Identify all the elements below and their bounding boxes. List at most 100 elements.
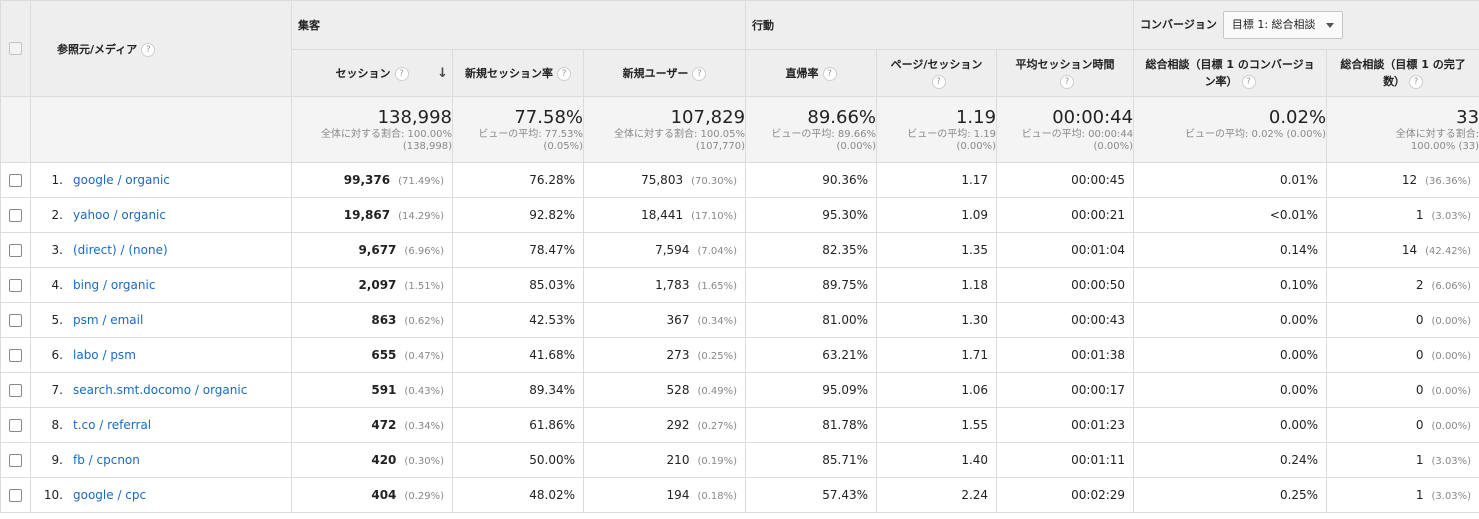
source-medium-link[interactable]: google / cpc <box>73 488 147 502</box>
source-medium-cell: 6. labo / psm <box>30 337 292 373</box>
col-header-conversion-rate[interactable]: 総合相談（目標 1 のコンバージョン率）? <box>1133 49 1328 97</box>
goal-select[interactable]: 目標 1: 総合相談 <box>1222 11 1343 39</box>
completions-cell: 0 (0.00%) <box>1326 407 1479 443</box>
help-icon[interactable]: ? <box>1409 75 1424 89</box>
avg-session-duration-cell: 00:02:29 <box>996 477 1135 513</box>
total-value: 77.58% <box>514 107 583 128</box>
bounce-rate-cell: 82.35% <box>745 232 878 268</box>
help-icon[interactable]: ? <box>1060 75 1075 89</box>
source-medium-link[interactable]: bing / organic <box>73 278 156 292</box>
help-icon[interactable]: ? <box>822 66 837 81</box>
help-icon[interactable]: ? <box>1241 75 1256 89</box>
row-checkbox[interactable] <box>9 209 22 222</box>
total-sub: (0.00%) <box>836 141 877 152</box>
col-header-pages-per-session[interactable]: ページ/セッション? <box>876 49 998 97</box>
bounce-rate-cell: 90.36% <box>745 162 878 198</box>
select-all-checkbox[interactable] <box>9 42 22 56</box>
source-medium-link[interactable]: labo / psm <box>73 348 136 362</box>
sort-desc-icon[interactable]: ↓ <box>437 66 448 81</box>
new-users-value: 273 <box>666 348 690 362</box>
total-value: 0.02% <box>1268 107 1327 128</box>
table-row: 7. search.smt.docomo / organic 591 (0.43%)… <box>0 372 1479 408</box>
col-header-completions[interactable]: 総合相談（目標 1 の完了数）? <box>1326 49 1479 97</box>
source-medium-link[interactable]: google / organic <box>73 173 170 187</box>
completions-cell: 14 (42.42%) <box>1326 232 1479 268</box>
row-checkbox[interactable] <box>9 384 22 397</box>
row-checkbox[interactable] <box>9 279 22 292</box>
source-medium-link[interactable]: search.smt.docomo / organic <box>73 383 248 397</box>
new-session-rate-cell: 92.82% <box>452 197 584 233</box>
table-row: 3. (direct) / (none) 9,677 (6.96%) 78.47% … <box>0 232 1479 268</box>
source-medium-link[interactable]: yahoo / organic <box>73 208 166 222</box>
row-checkbox[interactable] <box>9 174 22 187</box>
col-header-sessions[interactable]: セッション? ↓ <box>291 49 453 97</box>
help-icon[interactable]: ? <box>141 42 156 57</box>
help-icon[interactable]: ? <box>394 66 409 81</box>
totals-blank <box>0 96 31 163</box>
sessions-cell: 9,677 (6.96%) <box>291 232 453 268</box>
source-medium-link[interactable]: psm / email <box>73 313 144 327</box>
total-value: 89.66% <box>807 107 877 128</box>
total-value: 107,829 <box>670 107 746 128</box>
chevron-down-icon <box>1325 22 1334 28</box>
total-sub: (138,998) <box>402 141 452 152</box>
sessions-cell: 655 (0.47%) <box>291 337 453 373</box>
total-sessions: 138,998 全体に対する割合: 100.00% (138,998) <box>291 96 453 163</box>
row-checkbox[interactable] <box>9 454 22 467</box>
new-users-value: 210 <box>666 453 690 467</box>
new-session-rate-cell: 42.53% <box>452 302 584 338</box>
conversion-rate-cell: 0.14% <box>1133 232 1328 268</box>
completions-value: 0 <box>1415 383 1424 397</box>
row-checkbox[interactable] <box>9 314 22 327</box>
total-value: 1.19 <box>955 107 997 128</box>
sessions-cell: 472 (0.34%) <box>291 407 453 443</box>
source-medium-cell: 4. bing / organic <box>30 267 292 303</box>
row-checkbox[interactable] <box>9 489 22 502</box>
completions-cell: 12 (36.36%) <box>1326 162 1479 198</box>
col-header-avg-session-duration[interactable]: 平均セッション時間? <box>996 49 1135 97</box>
pages-per-session-cell: 1.55 <box>876 407 998 443</box>
help-icon[interactable]: ? <box>692 66 707 81</box>
new-users-cell: 367 (0.34%) <box>582 302 747 338</box>
source-medium-link[interactable]: (direct) / (none) <box>73 243 168 257</box>
source-medium-link[interactable]: fb / cpcnon <box>73 453 140 467</box>
dimension-header[interactable]: 参照元/メディア? <box>30 0 292 97</box>
sessions-value: 19,867 <box>343 208 391 222</box>
sessions-percent: (0.29%) <box>404 491 444 502</box>
total-new-users: 107,829 全体に対する割合: 100.05% (107,770) <box>582 96 747 163</box>
pages-per-session-cell: 1.71 <box>876 337 998 373</box>
group-acquisition: 集客 <box>290 0 747 50</box>
new-users-value: 75,803 <box>641 173 684 187</box>
col-header-new-session-rate[interactable]: 新規セッション率? <box>452 49 584 97</box>
new-users-percent: (0.34%) <box>697 316 738 327</box>
new-session-rate-cell: 50.00% <box>452 442 584 478</box>
conversion-rate-cell: 0.00% <box>1133 372 1328 408</box>
col-header-new-users[interactable]: 新規ユーザー? <box>582 49 747 97</box>
new-users-percent: (0.25%) <box>697 351 738 362</box>
col-header-bounce-rate[interactable]: 直帰率? <box>745 49 878 97</box>
completions-cell: 0 (0.00%) <box>1326 302 1479 338</box>
total-value: 00:00:44 <box>1052 107 1134 128</box>
source-medium-cell: 3. (direct) / (none) <box>30 232 292 268</box>
total-avg-session-duration: 00:00:44 ビューの平均: 00:00:44 (0.00%) <box>996 96 1135 163</box>
table-row: 9. fb / cpcnon 420 (0.30%) 50.00% 210 (0.19… <box>0 442 1479 478</box>
row-checkbox[interactable] <box>9 349 22 362</box>
new-users-value: 528 <box>666 383 690 397</box>
help-icon[interactable]: ? <box>931 75 946 89</box>
completions-value: 0 <box>1415 348 1424 362</box>
pages-per-session-cell: 2.24 <box>876 477 998 513</box>
help-icon[interactable]: ? <box>557 66 571 81</box>
source-medium-link[interactable]: t.co / referral <box>73 418 152 432</box>
new-users-value: 367 <box>666 313 690 327</box>
table-body: 138,998 全体に対する割合: 100.00% (138,998) 77.58%… <box>0 96 1479 163</box>
row-checkbox-cell <box>0 407 31 443</box>
sessions-cell: 19,867 (14.29%) <box>291 197 453 233</box>
new-users-cell: 292 (0.27%) <box>582 407 747 443</box>
sessions-cell: 591 (0.43%) <box>291 372 453 408</box>
source-medium-cell: 10. google / cpc <box>30 477 292 513</box>
row-checkbox[interactable] <box>9 419 22 432</box>
completions-percent: (6.06%) <box>1431 281 1472 292</box>
row-checkbox[interactable] <box>9 244 22 257</box>
group-conversion: コンバージョン 目標 1: 総合相談 <box>1133 0 1479 50</box>
